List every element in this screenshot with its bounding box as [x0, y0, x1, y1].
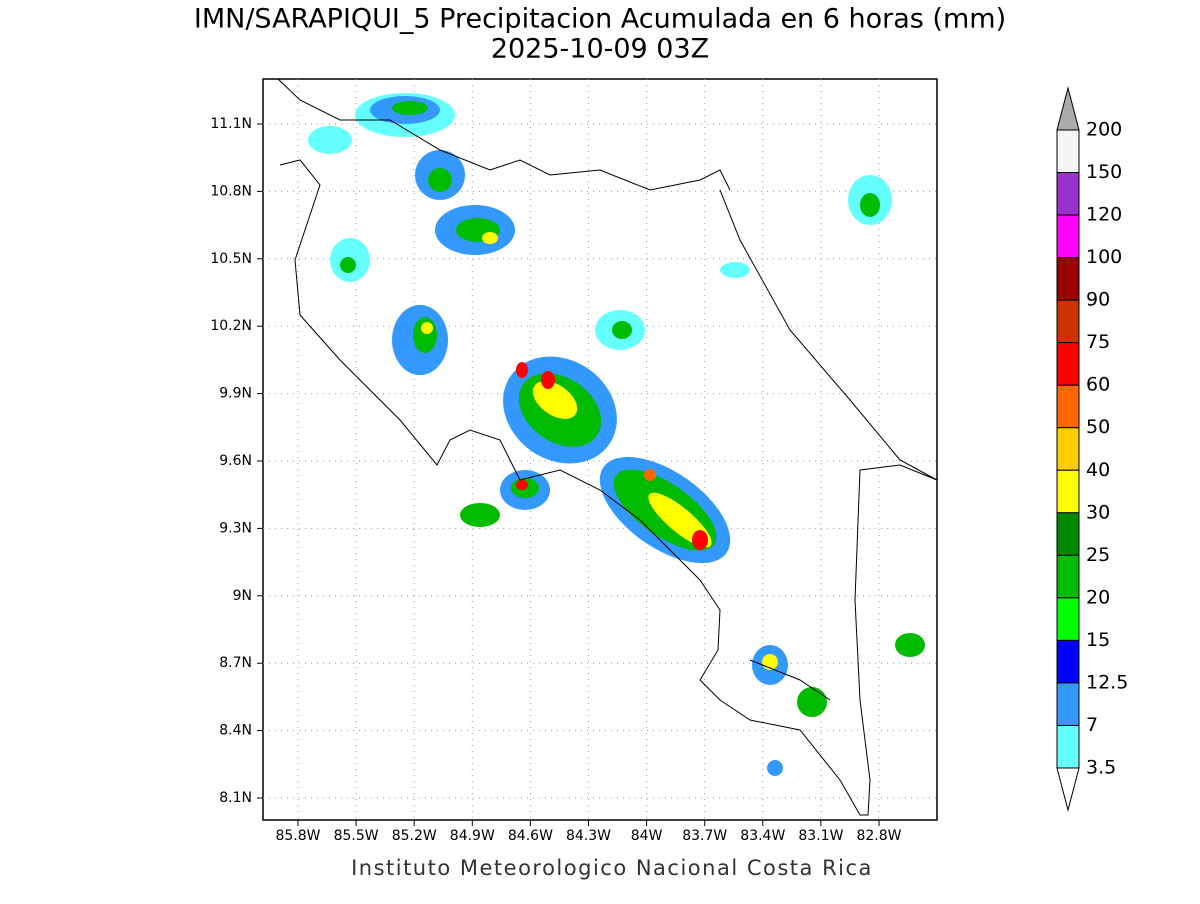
- colorbar-label: 90: [1086, 289, 1110, 311]
- border: [277, 78, 938, 481]
- x-tick-label: 84.9W: [450, 828, 495, 844]
- y-tick-label: 10.8N: [210, 183, 252, 199]
- precip-area: [308, 126, 352, 154]
- title: IMN/SARAPIQUI_5 Precipitacion Acumulada …: [194, 4, 1006, 35]
- x-tick-label: 85.2W: [392, 828, 437, 844]
- color-bin: [1056, 384, 1080, 429]
- y-tick-label: 11.1N: [210, 116, 252, 132]
- x-tick-label: 83.4W: [740, 828, 785, 844]
- colorbar-label: 3.5: [1086, 757, 1116, 779]
- colorbar-label: 30: [1086, 501, 1110, 523]
- x-tick-label: 85.8W: [275, 828, 320, 844]
- subtitle: 2025-10-09 03Z: [491, 34, 709, 65]
- map-plot: 85.8W 85.5W 85.2W 84.9W 84.6W 84.3W 84W 83.7W 83…: [210, 78, 938, 844]
- precip-area: [340, 257, 356, 273]
- color-bin: [1056, 172, 1080, 216]
- y-tick-label: 9.3N: [219, 520, 252, 536]
- color-bin: [1056, 597, 1080, 641]
- color-bin: [1056, 469, 1080, 514]
- coast: [279, 159, 938, 816]
- y-tick-label: 8.1N: [219, 790, 252, 806]
- color-bin: [1056, 214, 1080, 259]
- colorbar-label: 75: [1086, 331, 1110, 353]
- under-triangle: [1056, 767, 1080, 812]
- x-tick-label: 83.1W: [798, 828, 843, 844]
- colorbar-label: 100: [1086, 246, 1122, 268]
- precip-area: [460, 503, 500, 527]
- colorbar-label: 7: [1086, 714, 1098, 736]
- colorbar-label: 15: [1086, 629, 1110, 651]
- precip-area: [392, 101, 428, 115]
- y-tick-label: 8.4N: [219, 723, 252, 739]
- precip-area: [720, 262, 750, 278]
- colorbar-label: 50: [1086, 416, 1110, 438]
- y-tick-label: 10.2N: [210, 318, 252, 334]
- precip-area: [767, 760, 783, 776]
- colorbar-label: 200: [1086, 119, 1122, 141]
- color-bin: [1056, 512, 1080, 556]
- coastline: [277, 78, 938, 816]
- precip-area: [612, 321, 632, 339]
- precip-area: [421, 322, 433, 334]
- color-bin: [1056, 554, 1080, 599]
- colorbar: 200 150 120 100 90 75 60 50 40 30 25 20 15 12.5 7 3.5: [1056, 86, 1128, 812]
- x-tick-label: 84.6W: [508, 828, 553, 844]
- colorbar-label: 40: [1086, 459, 1110, 481]
- colorbar-label: 25: [1086, 544, 1110, 566]
- precip-area: [644, 469, 656, 481]
- y-tick-label: 8.7N: [219, 655, 252, 671]
- precip-area: [532, 381, 578, 419]
- precip-area: [516, 480, 528, 490]
- color-bin: [1056, 342, 1080, 386]
- precip-area: [428, 168, 452, 192]
- colorbar-label: 60: [1086, 374, 1110, 396]
- color-bin: [1056, 129, 1080, 174]
- precip-area: [895, 633, 925, 657]
- color-bin: [1056, 299, 1080, 344]
- y-axis-labels: 11.1N 10.8N 10.5N 10.2N 9.9N 9.6N 9.3N 9N 8.7N 8.…: [210, 116, 263, 806]
- precip-area: [797, 687, 827, 717]
- precipitation-field: [308, 93, 925, 776]
- footer: Instituto Meteorologico Nacional Costa R…: [351, 856, 873, 880]
- x-tick-label: 85.5W: [334, 828, 379, 844]
- colorbar-label: 20: [1086, 586, 1110, 608]
- over-triangle: [1056, 86, 1080, 131]
- x-tick-label: 84.3W: [566, 828, 611, 844]
- precip-area: [516, 362, 528, 378]
- y-tick-label: 9.9N: [219, 386, 252, 402]
- precip-area: [541, 371, 555, 389]
- color-bin: [1056, 682, 1080, 726]
- precip-area: [692, 530, 708, 550]
- x-tick-label: 82.8W: [856, 828, 901, 844]
- coast: [749, 659, 831, 701]
- precip-area: [860, 193, 880, 217]
- color-bin: [1056, 257, 1080, 301]
- colorbar-label: 150: [1086, 161, 1122, 183]
- y-tick-label: 9N: [233, 588, 252, 604]
- colorbar-label: 12.5: [1086, 671, 1128, 693]
- y-tick-label: 9.6N: [219, 453, 252, 469]
- y-tick-label: 10.5N: [210, 251, 252, 267]
- precip-area: [482, 232, 498, 244]
- x-tick-label: 83.7W: [682, 828, 727, 844]
- colorbar-label: 120: [1086, 204, 1122, 226]
- color-bin: [1056, 724, 1080, 769]
- color-bin: [1056, 427, 1080, 471]
- color-bin: [1056, 639, 1080, 684]
- x-axis-labels: 85.8W 85.5W 85.2W 84.9W 84.6W 84.3W 84W 83.7W 83…: [275, 820, 902, 844]
- x-tick-label: 84W: [631, 828, 663, 844]
